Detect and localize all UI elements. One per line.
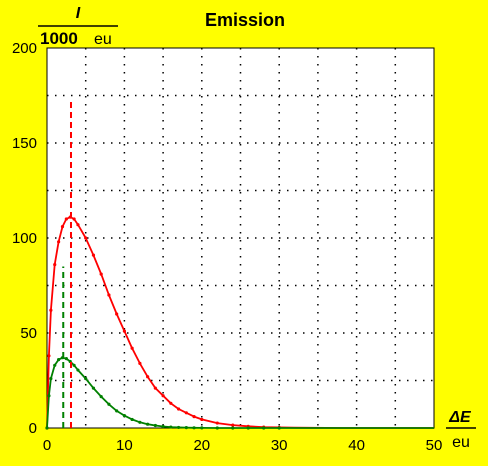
tick-layer: 0 10 20 30 40 50 0 50 100 150 200 [12,40,442,454]
data-point [161,394,165,398]
x-axis-label: ΔE eu [446,409,476,451]
y-tick-label: 200 [12,40,37,57]
x-tick-label: 10 [116,437,133,454]
x-tick-label: 20 [193,437,210,454]
chart-title: Emission [205,10,285,30]
y-tick-label: 0 [29,420,37,437]
y-axis-denominator-number: 1000 [40,29,78,48]
data-point [84,236,88,240]
data-point [72,363,76,367]
data-point [231,426,235,430]
data-point [84,377,88,381]
data-point [122,329,126,333]
data-point [49,377,53,381]
data-point [57,240,61,244]
data-point [215,421,219,425]
data-point [161,424,165,429]
data-point [107,402,111,406]
data-point [99,395,103,399]
data-point [45,426,49,430]
data-point [231,423,235,427]
data-point [130,346,134,350]
data-point [99,272,103,276]
marker-layer [62,101,72,428]
data-point [138,420,142,424]
data-point [115,312,119,316]
data-point [200,417,204,422]
data-point [215,426,219,430]
data-point [130,417,134,422]
y-axis-symbol: I [76,5,81,22]
data-point [122,414,126,418]
data-point [53,263,57,267]
data-point [277,426,281,430]
data-point [138,361,142,365]
data-point [60,225,65,229]
data-point [47,394,51,398]
data-point [107,293,111,297]
data-point [192,426,196,430]
data-point [76,223,80,227]
data-point [176,407,181,411]
data-point [146,422,150,426]
data-point [169,401,173,405]
data-point [115,409,119,413]
y-tick-label: 100 [12,230,37,247]
x-tick-label: 30 [271,437,288,454]
data-point [53,363,57,367]
data-point [192,415,196,419]
data-point [184,411,188,415]
data-point [176,425,181,430]
y-tick-label: 50 [20,325,37,342]
data-point [262,426,266,430]
data-point [64,217,68,221]
y-axis-denominator-unit: eu [94,31,112,48]
x-tick-label: 0 [43,437,51,454]
data-point [153,423,157,428]
y-axis-label: I 1000 eu [38,5,118,48]
x-axis-symbol: ΔE [448,409,472,426]
data-point [246,426,250,430]
data-point [91,386,96,390]
data-point [64,357,68,361]
data-point [169,425,173,429]
data-point [146,375,150,379]
data-point [200,426,204,430]
y-tick-label: 150 [12,135,37,152]
data-point [72,217,76,221]
data-point [184,426,188,430]
data-point [49,308,53,312]
grid [47,48,434,428]
data-point [153,386,157,390]
data-point [57,358,61,362]
x-tick-label: 40 [348,437,365,454]
data-point [76,368,80,372]
data-point [47,354,51,358]
series-layer [45,215,434,430]
data-point [91,253,96,257]
x-tick-label: 50 [426,437,443,454]
x-axis-denominator-unit: eu [452,434,470,451]
